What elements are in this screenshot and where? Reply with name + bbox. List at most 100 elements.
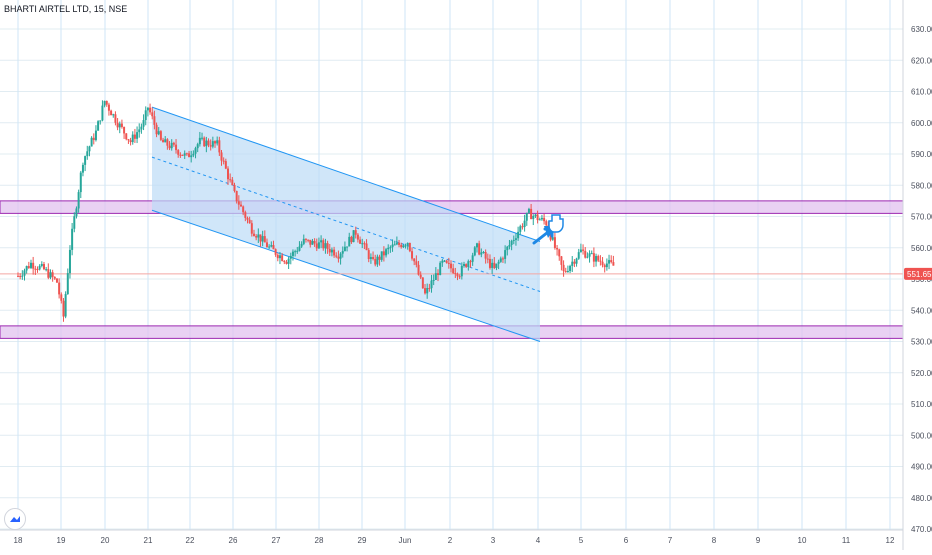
candle-body[interactable] <box>532 215 535 220</box>
candle-body[interactable] <box>566 271 569 273</box>
candle-body[interactable] <box>417 264 420 275</box>
candle-body[interactable] <box>376 256 379 265</box>
candle-body[interactable] <box>261 236 264 242</box>
candle-body[interactable] <box>281 255 284 261</box>
candle-body[interactable] <box>551 237 554 240</box>
last-price-tag[interactable] <box>904 267 932 280</box>
candle-body[interactable] <box>283 260 286 263</box>
candle-body[interactable] <box>445 260 448 263</box>
candle-body[interactable] <box>309 239 312 245</box>
candle-body[interactable] <box>374 258 377 265</box>
candle-body[interactable] <box>136 132 139 139</box>
candle-body[interactable] <box>166 139 169 146</box>
candle-body[interactable] <box>456 273 459 277</box>
candle-body[interactable] <box>530 208 533 220</box>
candle-body[interactable] <box>203 137 206 147</box>
candle-body[interactable] <box>73 216 76 229</box>
candle-body[interactable] <box>335 255 338 257</box>
candle-body[interactable] <box>315 243 318 249</box>
candle-body[interactable] <box>462 264 465 266</box>
candle-body[interactable] <box>317 242 320 249</box>
candle-body[interactable] <box>361 243 364 245</box>
candle-body[interactable] <box>363 243 366 245</box>
candle-body[interactable] <box>185 153 188 155</box>
candle-body[interactable] <box>55 278 58 283</box>
candle-body[interactable] <box>473 247 476 256</box>
candle-body[interactable] <box>291 251 294 256</box>
candle-body[interactable] <box>450 263 452 269</box>
candle-body[interactable] <box>40 264 43 266</box>
candle-body[interactable] <box>320 240 323 243</box>
candle-body[interactable] <box>346 246 349 248</box>
candle-body[interactable] <box>138 129 141 133</box>
candle-body[interactable] <box>564 271 567 273</box>
candle-body[interactable] <box>257 234 260 238</box>
candle-body[interactable] <box>486 258 489 260</box>
candle-body[interactable] <box>162 139 165 143</box>
candle-body[interactable] <box>437 273 440 275</box>
candle-body[interactable] <box>123 126 126 134</box>
candle-body[interactable] <box>192 153 195 156</box>
candle-body[interactable] <box>289 255 292 259</box>
candle-body[interactable] <box>592 253 595 262</box>
candle-body[interactable] <box>307 239 310 241</box>
candle-body[interactable] <box>211 141 214 147</box>
candle-body[interactable] <box>224 161 227 169</box>
candle-body[interactable] <box>484 252 487 259</box>
candle-body[interactable] <box>398 242 401 245</box>
candle-body[interactable] <box>120 123 123 127</box>
candle-body[interactable] <box>465 264 468 267</box>
candle-body[interactable] <box>175 144 178 151</box>
candle-body[interactable] <box>244 212 247 218</box>
candle-body[interactable] <box>491 262 494 268</box>
candle-body[interactable] <box>94 130 97 141</box>
candle-body[interactable] <box>586 256 589 258</box>
candle-body[interactable] <box>214 141 217 144</box>
candle-body[interactable] <box>272 245 275 250</box>
candle-body[interactable] <box>324 243 327 249</box>
candle-body[interactable] <box>107 104 110 111</box>
candle-body[interactable] <box>415 261 418 265</box>
candle-body[interactable] <box>482 252 485 254</box>
candle-body[interactable] <box>411 251 414 259</box>
candle-body[interactable] <box>209 145 212 147</box>
candle-body[interactable] <box>159 131 162 140</box>
candle-body[interactable] <box>432 279 435 281</box>
candle-body[interactable] <box>32 262 35 269</box>
candle-body[interactable] <box>105 100 108 105</box>
candle-body[interactable] <box>99 120 102 122</box>
candle-body[interactable] <box>114 114 117 123</box>
candle-body[interactable] <box>101 105 104 121</box>
candle-body[interactable] <box>504 250 507 259</box>
candle-body[interactable] <box>296 250 299 252</box>
candle-body[interactable] <box>153 116 156 125</box>
candle-body[interactable] <box>302 238 305 244</box>
candle-body[interactable] <box>146 107 149 111</box>
candle-body[interactable] <box>421 277 424 289</box>
channel-lower-line[interactable] <box>151 209 541 342</box>
candle-body[interactable] <box>198 137 201 145</box>
candle-body[interactable] <box>311 240 314 245</box>
candle-body[interactable] <box>19 275 22 277</box>
candle-body[interactable] <box>584 250 587 258</box>
candle-body[interactable] <box>220 152 223 161</box>
candle-body[interactable] <box>391 244 394 248</box>
candle-body[interactable] <box>337 256 340 259</box>
candle-body[interactable] <box>506 246 509 251</box>
candle-body[interactable] <box>497 261 500 264</box>
candle-body[interactable] <box>47 269 50 278</box>
candle-body[interactable] <box>469 261 472 263</box>
candle-body[interactable] <box>157 131 160 135</box>
candle-body[interactable] <box>196 144 199 149</box>
candle-body[interactable] <box>125 133 128 140</box>
candle-body[interactable] <box>501 258 504 260</box>
candle-body[interactable] <box>519 226 522 232</box>
candle-body[interactable] <box>467 261 470 267</box>
candle-body[interactable] <box>356 234 359 240</box>
candle-body[interactable] <box>426 288 429 294</box>
candle-body[interactable] <box>430 280 433 289</box>
candle-body[interactable] <box>599 260 602 262</box>
candle-body[interactable] <box>454 273 457 275</box>
candle-body[interactable] <box>523 220 526 227</box>
candle-body[interactable] <box>610 260 613 263</box>
